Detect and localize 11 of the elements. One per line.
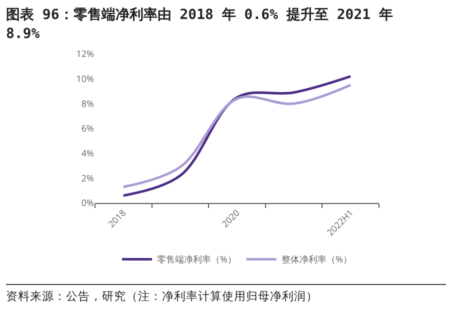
y-tick-label: 6% — [81, 122, 94, 135]
y-tick-label: 8% — [81, 96, 94, 110]
y-tick-label: 12% — [76, 47, 94, 60]
chart-title: 图表 96：零售端净利率由 2018 年 0.6% 提升至 2021 年 8.9% — [6, 6, 394, 44]
y-tick-label: 0% — [81, 196, 94, 210]
legend-label: 整体净利率（%） — [281, 252, 352, 266]
y-tick-label: 10% — [76, 72, 94, 85]
y-tick-label: 2% — [81, 171, 94, 184]
legend-label: 零售端净利率（%） — [157, 252, 236, 266]
y-tick-label: 4% — [81, 146, 94, 160]
text: 资料来源：公告，研究（注：净利率计算使用归母净利润） — [6, 284, 446, 304]
